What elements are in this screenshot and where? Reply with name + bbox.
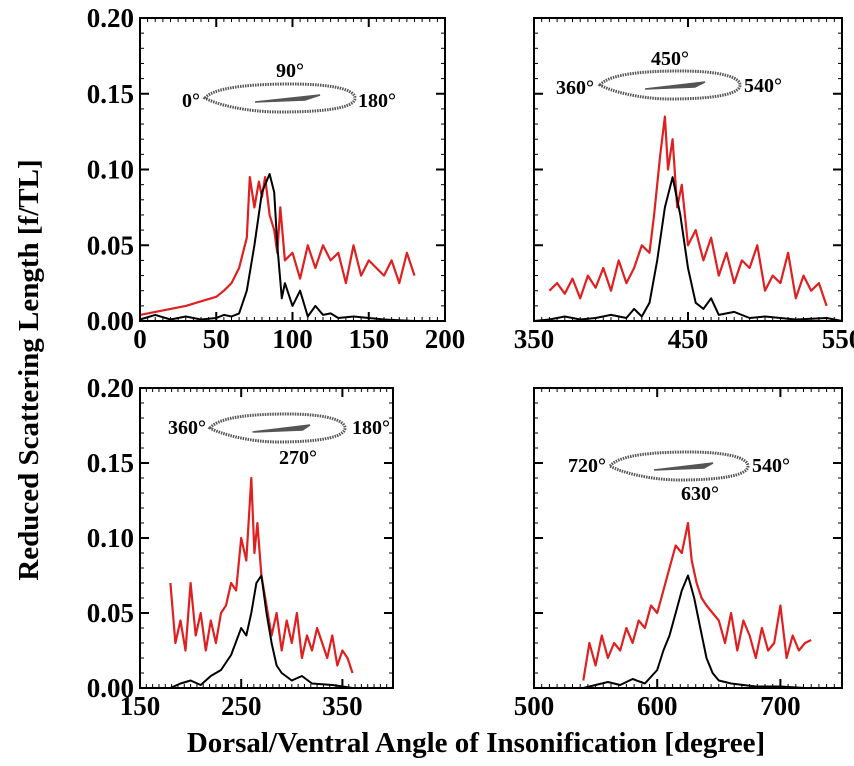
swimbladder-shape xyxy=(644,81,706,90)
angle-label: 180° xyxy=(358,90,396,112)
y-tick-label: 0.20 xyxy=(87,373,134,403)
series-line-model xyxy=(533,176,843,322)
angle-label: 270° xyxy=(279,447,317,469)
x-tick-label: 350 xyxy=(322,691,363,721)
x-tick-label: 700 xyxy=(760,691,801,721)
angle-label: 720° xyxy=(568,455,606,477)
fish-outline-icon xyxy=(607,450,750,482)
fish-outline-icon xyxy=(597,69,742,101)
y-axis-title: Reduced Scattering Length [f/TL] xyxy=(13,159,45,580)
angle-label: 360° xyxy=(168,417,206,439)
fish-outline-icon xyxy=(207,412,347,444)
y-tick-label: 0.10 xyxy=(87,523,134,553)
y-tick-label: 0.10 xyxy=(87,155,134,185)
series-line-model xyxy=(583,574,806,689)
swimbladder-shape xyxy=(653,462,714,471)
panels: 0 50 100 150 200 0.00 0.05 0.10 0.15 0.20 0° 90° 180… xyxy=(87,3,854,721)
x-tick-label: 50 xyxy=(203,324,230,354)
series-line-measured xyxy=(139,176,416,316)
angle-label: 630° xyxy=(681,483,719,505)
y-tick-label: 0.20 xyxy=(87,3,134,33)
series-line-model xyxy=(139,173,415,322)
series-line-measured xyxy=(169,476,354,674)
angle-label: 360° xyxy=(556,77,594,99)
angle-label: 450° xyxy=(651,48,689,70)
swimbladder-shape xyxy=(254,94,321,103)
x-tick-label: 0 xyxy=(133,324,147,354)
x-tick-label: 450 xyxy=(668,324,709,354)
y-tick-label: 0.05 xyxy=(87,230,134,260)
angle-label: 180° xyxy=(352,417,390,439)
y-tick-label: 0.15 xyxy=(87,79,134,109)
x-tick-label: 100 xyxy=(272,324,313,354)
x-tick-label: 150 xyxy=(349,324,390,354)
x-tick-label: 200 xyxy=(425,324,466,354)
x-tick-label: 150 xyxy=(120,691,161,721)
series-line-model xyxy=(169,574,353,689)
x-tick-label: 500 xyxy=(514,691,555,721)
angle-label: 540° xyxy=(752,455,790,477)
y-tick-label: 0.05 xyxy=(87,598,134,628)
swimbladder-shape xyxy=(252,424,311,433)
x-axis-title: Dorsal/Ventral Angle of Insonification [… xyxy=(187,727,765,759)
y-tick-label: 0.00 xyxy=(87,306,134,336)
panel-top-left: 0 50 100 150 200 0.00 0.05 0.10 0.15 0.20 0° 90° 180… xyxy=(87,3,466,354)
x-tick-label: 600 xyxy=(637,691,678,721)
y-tick-label: 0.00 xyxy=(87,673,134,703)
angle-label: 0° xyxy=(182,90,200,112)
panel-bottom-left: 150 250 350 0.00 0.05 0.10 0.15 0.20 360° 270° 180… xyxy=(87,373,394,721)
series-line-measured xyxy=(582,521,812,681)
panel-top-right: 350 450 550 360° 450° 540° xyxy=(514,17,854,354)
panel-bottom-right: 500 600 700 720° 630° 540° xyxy=(514,387,843,721)
fish-outline-icon xyxy=(202,82,357,114)
series-line-measured xyxy=(548,115,828,307)
angle-label: 540° xyxy=(744,75,782,97)
x-tick-label: 250 xyxy=(221,691,262,721)
x-tick-label: 350 xyxy=(514,324,555,354)
angle-label: 90° xyxy=(276,60,304,82)
x-tick-label: 550 xyxy=(822,324,854,354)
y-tick-label: 0.15 xyxy=(87,448,134,478)
